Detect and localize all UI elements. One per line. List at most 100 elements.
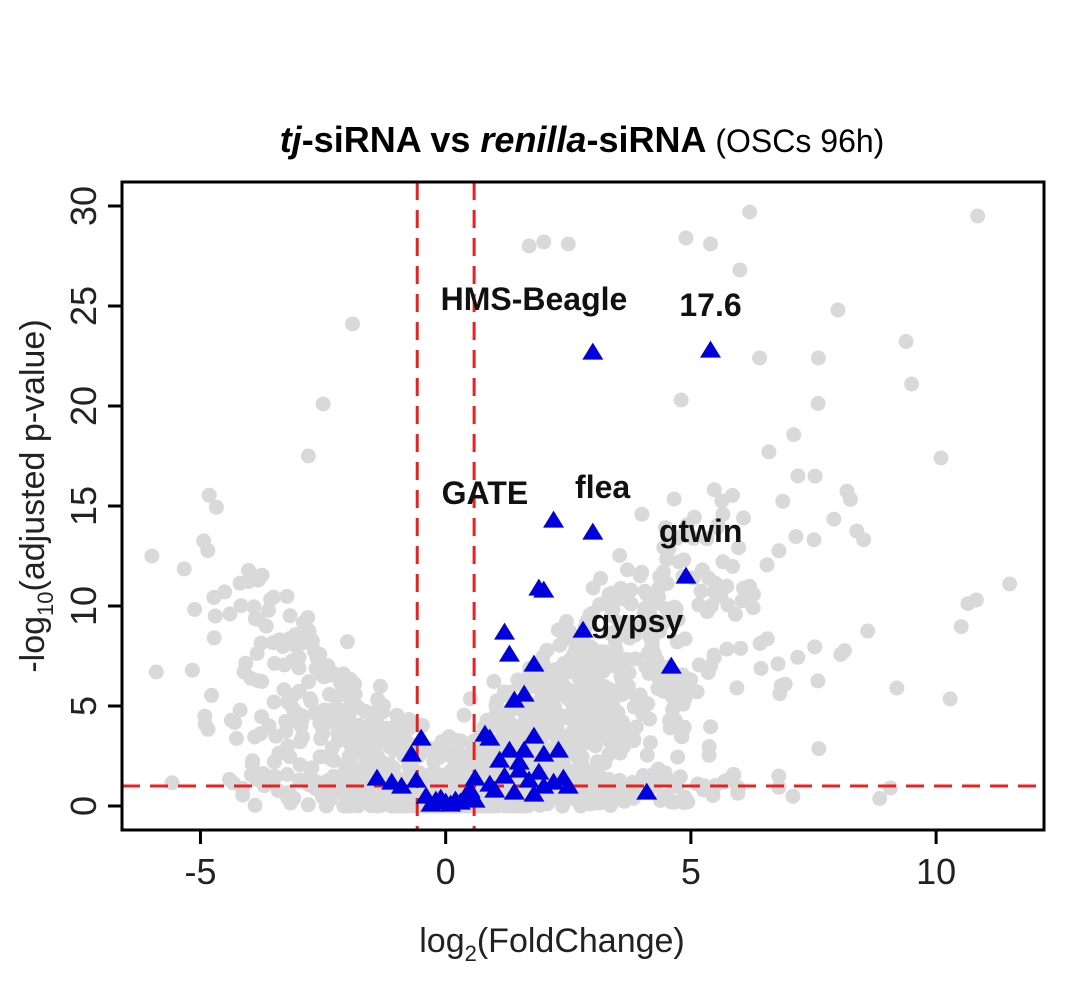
gene-point	[363, 717, 378, 733]
gene-point	[291, 660, 307, 676]
gene-point	[623, 783, 639, 799]
gene-point	[222, 771, 237, 787]
gene-point	[347, 722, 363, 738]
x-label-suffix: (FoldChange)	[477, 922, 685, 960]
gene-point	[666, 491, 682, 507]
gene-point	[703, 719, 719, 735]
gene-point	[201, 487, 217, 503]
x-tick-label: 10	[916, 851, 956, 892]
gene-point	[671, 554, 687, 570]
gene-point	[302, 768, 318, 784]
gene-point	[715, 554, 731, 570]
gene-point	[658, 770, 674, 786]
gene-point	[464, 744, 480, 760]
gene-point	[786, 427, 802, 443]
transposon-point	[420, 794, 442, 812]
gene-point	[456, 707, 472, 723]
gene-point	[790, 468, 806, 484]
gene-point	[575, 651, 591, 667]
gene-point	[300, 610, 316, 626]
transposon-point	[464, 790, 486, 808]
gene-point	[736, 510, 751, 526]
transposon-point	[700, 340, 722, 358]
gene-point	[556, 757, 572, 773]
gene-point	[790, 649, 806, 665]
gene-point	[771, 768, 787, 784]
gene-point	[773, 678, 789, 694]
gene-point	[770, 656, 786, 672]
gene-point	[623, 596, 639, 612]
gene-point	[810, 673, 826, 689]
gene-point	[552, 637, 568, 653]
gene-point	[148, 664, 164, 680]
gene-point	[775, 493, 791, 509]
transposon-point	[513, 684, 535, 702]
gene-point	[588, 794, 604, 810]
transposon-point	[391, 776, 413, 794]
gene-point	[811, 741, 827, 757]
gene-point	[300, 448, 316, 464]
gene-point	[898, 334, 914, 349]
gene-point	[690, 776, 705, 792]
transposon-point	[503, 690, 525, 708]
gene-point	[424, 768, 440, 784]
gene-point	[604, 585, 620, 601]
gene-point	[266, 694, 282, 710]
gene-point	[614, 714, 630, 730]
gene-point	[526, 702, 542, 718]
gene-point	[590, 666, 606, 681]
gene-point	[531, 717, 547, 733]
gene-point	[604, 785, 620, 801]
gene-point	[287, 627, 303, 643]
gene-point	[759, 557, 775, 573]
gene-point	[719, 641, 735, 657]
gene-point	[338, 772, 354, 788]
gene-point	[486, 674, 502, 689]
gene-point	[788, 529, 804, 545]
gene-point	[547, 688, 563, 704]
transposon-point	[636, 782, 658, 800]
gene-point	[753, 661, 769, 676]
gene-point	[677, 691, 693, 707]
gene-point	[693, 583, 709, 599]
gene-point	[561, 730, 577, 746]
gene-point	[324, 752, 340, 768]
gene-point	[728, 606, 743, 622]
title-part-sirna: -siRNA	[586, 119, 706, 160]
gene-point	[316, 702, 332, 718]
gene-point	[652, 569, 668, 585]
gene-point	[620, 562, 635, 578]
gene-point	[315, 726, 331, 741]
transposon-point	[557, 776, 579, 794]
gene-point	[312, 749, 328, 765]
transposon-point	[494, 766, 516, 784]
gene-point	[745, 600, 761, 616]
gene-point	[603, 703, 619, 719]
annotation-label-gtwin: gtwin	[659, 513, 743, 549]
transposon-point	[503, 782, 525, 800]
gene-point	[810, 396, 826, 411]
transposon-point	[660, 656, 682, 674]
gene-point	[337, 681, 353, 697]
gene-point	[626, 733, 642, 749]
gene-point	[676, 719, 692, 735]
gene-point	[572, 695, 588, 710]
annotation-label-flea: flea	[575, 469, 630, 505]
y-axis-ticks: 0 5 10 15 20 25 30	[63, 186, 122, 816]
gene-point	[689, 684, 705, 700]
gene-point	[627, 627, 643, 643]
gene-point	[611, 622, 626, 638]
gene-point	[196, 533, 212, 549]
gene-point	[534, 686, 550, 701]
gene-point	[651, 670, 667, 686]
gene-point	[661, 524, 677, 540]
gene-point	[678, 230, 694, 246]
gene-point	[699, 604, 715, 620]
gene-point	[573, 754, 589, 770]
gene-point	[662, 713, 678, 729]
gene-point	[729, 680, 745, 696]
gene-point	[433, 740, 449, 756]
gene-point	[253, 635, 269, 651]
